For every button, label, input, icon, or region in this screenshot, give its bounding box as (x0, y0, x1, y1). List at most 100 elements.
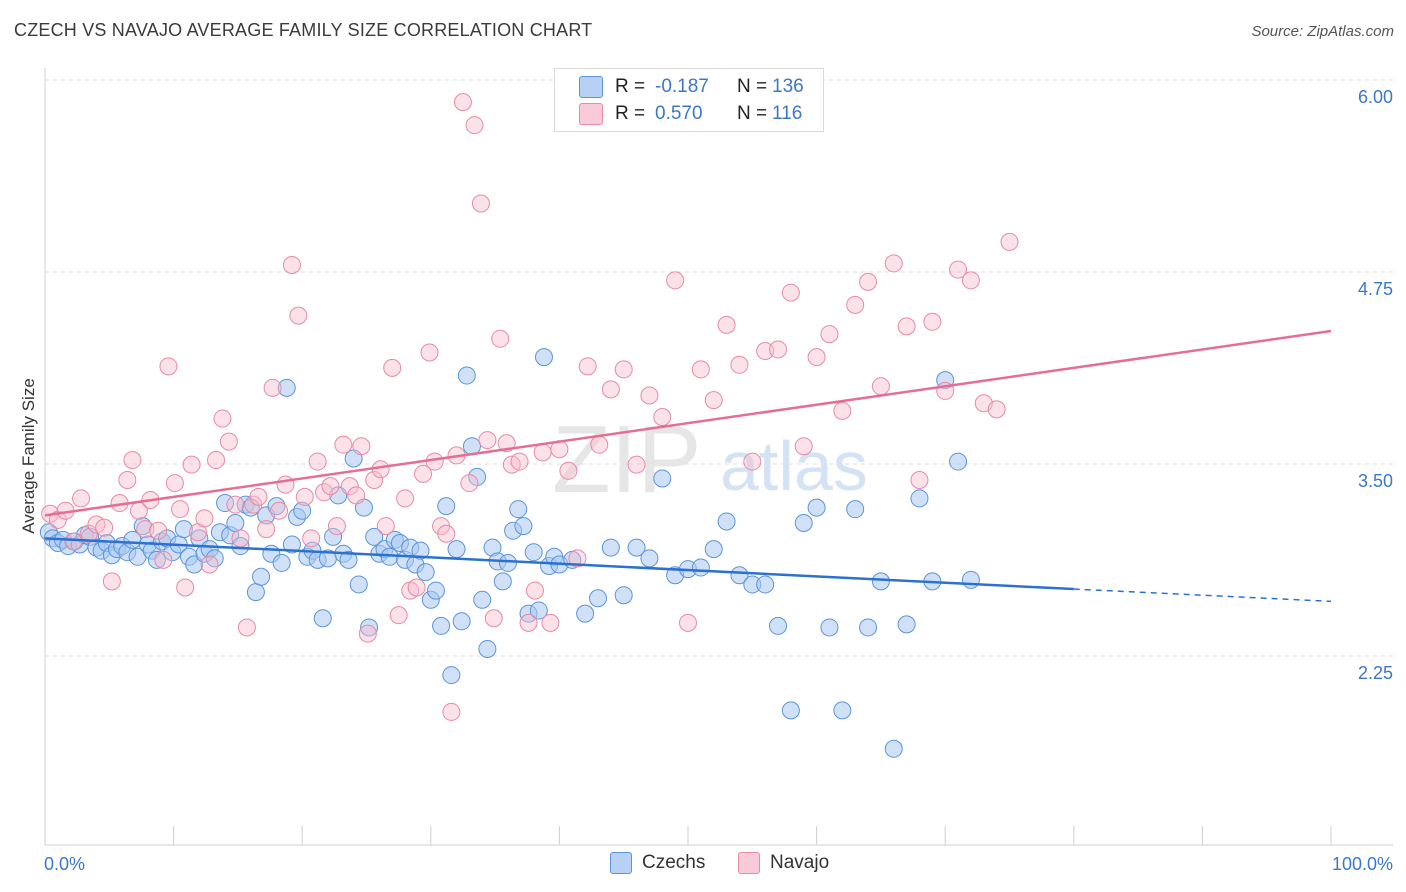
czech-point (524, 543, 543, 562)
navajo-point (833, 401, 852, 420)
navajo-point (302, 529, 321, 548)
watermark-zip: ZIP (552, 406, 701, 513)
czech-point (365, 527, 384, 546)
grid-lines (45, 79, 1393, 657)
navajo-point (807, 348, 826, 367)
navajo-point (923, 312, 942, 331)
y-tick-label: 2.25 (1358, 663, 1393, 683)
navajo-point (730, 355, 749, 374)
navajo-point (743, 452, 762, 471)
czech-point (226, 514, 245, 533)
czech-point (272, 553, 291, 572)
czech-point (529, 601, 548, 620)
czech-point (493, 572, 512, 591)
czech-point (473, 590, 492, 609)
navajo-point (231, 529, 250, 548)
czech-point (442, 666, 461, 685)
czech-point (627, 538, 646, 557)
navajo-point (165, 474, 184, 493)
czech-point (252, 567, 271, 586)
y-tick-label: 3.50 (1358, 471, 1393, 491)
navajo-point (149, 521, 168, 540)
czech-point (640, 549, 659, 568)
legend-swatch-navajo (579, 103, 603, 125)
czech-point (704, 540, 723, 559)
navajo-point (200, 555, 219, 574)
navajo-point (769, 340, 788, 359)
navajo-point (79, 524, 98, 543)
navajo-point (282, 255, 301, 274)
navajo-point (358, 624, 377, 643)
navajo-point (154, 550, 173, 569)
navajo-point (987, 400, 1006, 419)
navajo-point (465, 116, 484, 135)
navajo-point (72, 489, 91, 508)
navajo-point (213, 409, 232, 428)
series-swatch-czech (610, 852, 632, 874)
navajo-point (340, 477, 359, 496)
legend-r-value-navajo: 0.570 (655, 103, 703, 124)
czech-point (452, 612, 471, 631)
czech-point (411, 541, 430, 560)
series-label-czech: Czechs (642, 852, 706, 873)
navajo-point (276, 475, 295, 494)
czech-point (756, 575, 775, 594)
chart-title: CZECH VS NAVAJO AVERAGE FAMILY SIZE CORR… (14, 20, 593, 40)
navajo-point (334, 435, 353, 454)
navajo-point (159, 357, 178, 376)
y-tick-labels: 2.25 3.50 4.75 6.00 (1358, 87, 1393, 683)
watermark-atlas: atlas (720, 427, 868, 505)
czech-point (349, 575, 368, 594)
navajo-point (376, 517, 395, 536)
navajo-point (176, 578, 195, 597)
navajo-point (308, 452, 327, 471)
navajo-point (437, 524, 456, 543)
navajo-point (453, 93, 472, 112)
czech-point (910, 489, 929, 508)
navajo-point (871, 377, 890, 396)
czech-point (653, 469, 672, 488)
source-label: Source: ZipAtlas.com (1251, 23, 1394, 40)
czech-point (324, 527, 343, 546)
czech-point (416, 563, 435, 582)
navajo-point (442, 702, 461, 721)
czech-point (588, 589, 607, 608)
czech-point (498, 553, 517, 572)
czech-point (534, 348, 553, 367)
navajo-point (820, 325, 839, 344)
navajo-point (484, 609, 503, 628)
navajo-point (64, 532, 83, 551)
navajo-point (207, 451, 226, 470)
legend-n-label: N = (737, 103, 768, 124)
y-axis-label: Average Family Size (19, 378, 38, 534)
navajo-point (846, 295, 865, 314)
series-legend: Czechs Navajo (0, 852, 1406, 878)
navajo-point (949, 260, 968, 279)
navajo-point (295, 487, 314, 506)
czech-point (509, 500, 528, 519)
czech-point (846, 500, 865, 519)
navajo-point (118, 471, 137, 489)
navajo-point (541, 613, 560, 632)
navajo-point (559, 461, 578, 480)
czech-point (478, 639, 497, 658)
czech-point (871, 572, 890, 591)
navajo-point (219, 432, 238, 451)
czech-point (231, 537, 250, 556)
czech-trend-line (44, 537, 1074, 591)
navajo-point (666, 271, 685, 290)
navajo-point (237, 618, 256, 637)
czech-point (313, 609, 332, 628)
navajo-point (614, 360, 633, 379)
navajo-point (519, 613, 538, 632)
czech-point (859, 618, 878, 637)
czech-point (267, 497, 286, 516)
navajo-point (491, 329, 510, 348)
y-tick-label: 4.75 (1358, 279, 1393, 299)
czech-point (833, 701, 852, 720)
series-label-navajo: Navajo (770, 852, 830, 873)
navajo-point (717, 315, 736, 334)
legend-n-label: N = (737, 76, 768, 97)
navajo-point (884, 254, 903, 273)
